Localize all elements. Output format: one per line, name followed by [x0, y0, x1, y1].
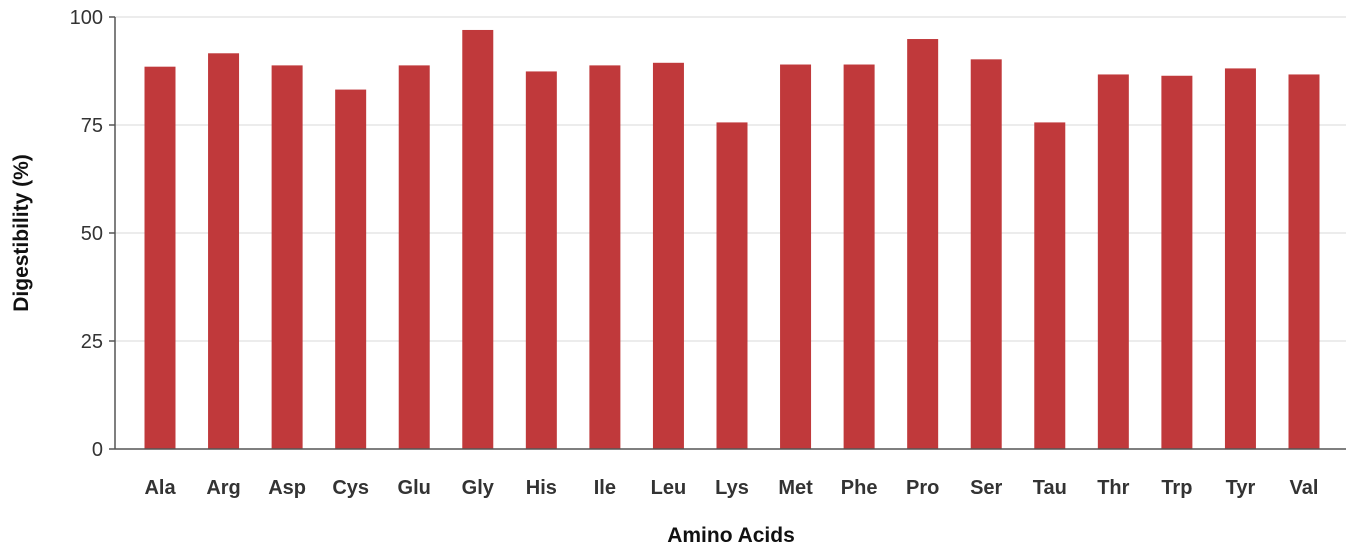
x-tick-label-trp: Trp [1161, 477, 1192, 499]
bar-cys [335, 89, 367, 450]
bar-arg [208, 53, 240, 450]
bar-tau [1034, 122, 1066, 450]
bar-glu [398, 65, 430, 449]
bar-lys [716, 122, 748, 450]
y-tick-labels: 0 25 50 75 100 [70, 7, 115, 461]
bar-tyr [1224, 68, 1256, 450]
y-tick-label: 25 [81, 331, 103, 353]
x-tick-label-thr: Thr [1097, 477, 1129, 499]
bar-ala [144, 66, 176, 450]
x-tick-label-phe: Phe [841, 477, 878, 499]
x-tick-label-his: His [526, 477, 557, 499]
bar-pro [907, 39, 939, 449]
y-tick-label: 100 [70, 7, 103, 29]
y-tick-label: 0 [92, 439, 103, 461]
bar-asp [271, 65, 303, 449]
bar-trp [1161, 75, 1193, 449]
x-tick-label-asp: Asp [268, 477, 306, 499]
x-tick-labels: Ala Arg Asp Cys Glu Gly His Ile Leu Lys Met Phe Pro S… [144, 477, 1318, 499]
x-tick-label-met: Met [778, 477, 813, 499]
x-tick-label-val: Val [1290, 477, 1319, 499]
x-tick-label-ala: Ala [144, 477, 176, 499]
x-tick-label-tyr: Tyr [1226, 477, 1256, 499]
bar-met [780, 64, 812, 450]
x-tick-label-leu: Leu [651, 477, 687, 499]
bars [144, 29, 1320, 450]
bar-val [1288, 74, 1320, 450]
x-tick-label-arg: Arg [206, 477, 240, 499]
bar-his [525, 71, 557, 449]
bar-thr [1097, 74, 1129, 450]
x-tick-label-glu: Glu [398, 477, 431, 499]
bar-phe [843, 64, 875, 450]
x-tick-label-pro: Pro [906, 477, 939, 499]
x-tick-label-gly: Gly [462, 477, 495, 499]
bar-ser [970, 59, 1002, 449]
bar-leu [652, 62, 684, 450]
x-tick-label-cys: Cys [332, 477, 369, 499]
x-tick-label-lys: Lys [715, 477, 749, 499]
x-tick-label-ile: Ile [594, 477, 616, 499]
x-axis-title: Amino Acids [667, 524, 795, 547]
y-tick-label: 75 [81, 115, 103, 137]
x-tick-label-ser: Ser [970, 477, 1002, 499]
bar-ile [589, 65, 621, 449]
y-tick-label: 50 [81, 223, 103, 245]
bar-gly [462, 29, 494, 450]
x-tick-label-tau: Tau [1033, 477, 1067, 499]
y-axis-title: Digestibility (%) [10, 154, 33, 312]
